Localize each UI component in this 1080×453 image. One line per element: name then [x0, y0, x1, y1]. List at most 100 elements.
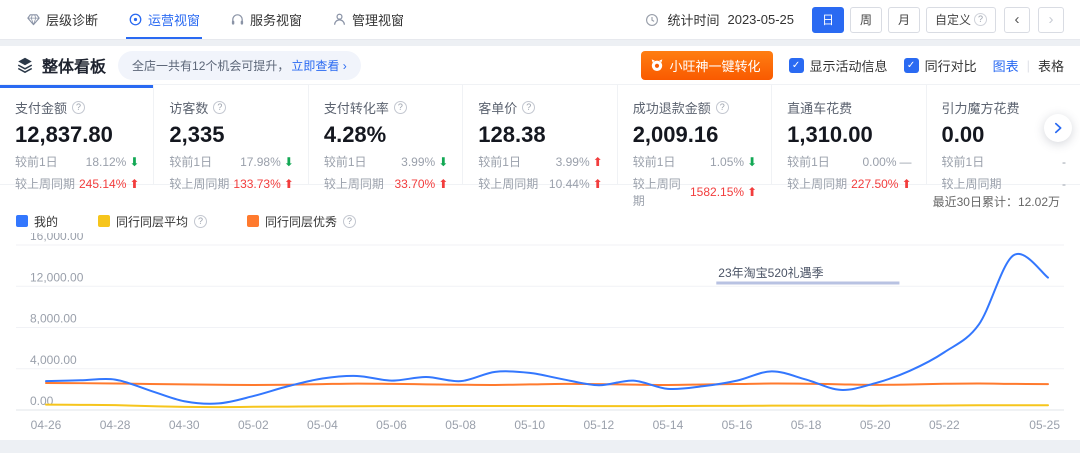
period-button-label: 周 [859, 13, 872, 27]
metric-card-直通车花费[interactable]: 直通车花费 1,310.00 较前1日 0.00% — 较上周同期 227.50% ⬆ [772, 85, 927, 191]
compare-value: 245.14% ⬆ [79, 177, 139, 191]
compare-percent: 3.99% [555, 154, 590, 169]
compare-label: 较上周同期 [632, 177, 681, 208]
period-button-日[interactable]: 日 [811, 6, 844, 33]
legend-item-同行同层平均[interactable]: 同行同层平均? [98, 213, 208, 230]
period-button-月[interactable]: 月 [887, 6, 920, 33]
opportunity-link[interactable]: 立即查看 › [291, 58, 347, 73]
checkbox-checked-icon: ✓ [788, 57, 804, 73]
svg-text:04-30: 04-30 [169, 418, 200, 432]
period-button-自定义[interactable]: 自定义? [925, 6, 996, 33]
legend-label: 我的 [34, 214, 59, 229]
compare-label: 较上周同期 [323, 177, 384, 191]
peer-compare-checkbox[interactable]: ✓ 同行对比 [903, 56, 977, 75]
metric-compare-row: 较上周同期 10.44% ⬆ [478, 175, 616, 192]
metric-value: 0.00 [941, 122, 985, 147]
trend-up-icon: ⬆ [592, 176, 603, 191]
compare-percent: 133.73% [233, 176, 281, 191]
metric-card-引力魔方花费[interactable]: 引力魔方花费 0.00 较前1日 - 较上周同期 - [927, 85, 1080, 191]
prev-date-button[interactable]: ‹ [1004, 6, 1030, 33]
compare-value: 18.12% ⬇ [86, 155, 140, 169]
legend-swatch [98, 215, 111, 227]
activity-info-checkbox[interactable]: ✓ 显示活动信息 [788, 56, 888, 75]
trend-chart: 0.00 4,000.00 8,000.00 12,000.00 16,000.00 04… [0, 229, 1080, 445]
metric-title: 支付金额? [15, 98, 153, 117]
metric-compare-row: 较上周同期 245.14% ⬆ [15, 175, 153, 192]
line-chart-svg: 0.00 4,000.00 8,000.00 12,000.00 16,000.00 04… [16, 229, 1064, 432]
nav-right: 统计时间 2023-05-25 日 周 月 自定义? ‹ › [645, 6, 1064, 33]
trend-flat-icon: — [899, 154, 912, 169]
metric-title-text: 支付转化率 [323, 101, 389, 116]
compare-percent: 18.12% [85, 154, 127, 169]
metric-compare-row: 较前1日 3.99% ⬆ [478, 153, 616, 170]
compare-value: 3.99% ⬆ [556, 155, 603, 169]
compare-percent: 10.44% [548, 176, 590, 191]
legend-item-我的[interactable]: 我的 [16, 213, 58, 230]
view-table-toggle[interactable]: 表格 [1037, 58, 1064, 74]
cards-next-button[interactable] [1044, 114, 1072, 142]
compare-value: 17.98% ⬇ [240, 155, 294, 169]
metric-card-客单价[interactable]: 客单价? 128.38 较前1日 3.99% ⬆ 较上周同期 10.44% ⬆ [463, 85, 618, 191]
compare-percent: 227.50% [851, 176, 899, 191]
metric-value: 128.38 [478, 122, 546, 147]
metric-card-支付金额[interactable]: 支付金额? 12,837.80 较前1日 18.12% ⬇ 较上周同期 245.14% ⬆ [0, 85, 155, 191]
legend-item-同行同层优秀[interactable]: 同行同层优秀? [247, 213, 357, 230]
compare-percent: 33.70% [394, 176, 436, 191]
svg-text:04-26: 04-26 [31, 418, 62, 432]
svg-text:05-18: 05-18 [791, 418, 822, 432]
divider: | [1026, 57, 1030, 73]
checkbox-checked-icon: ✓ [903, 57, 919, 73]
trend-down-icon: ⬇ [747, 154, 758, 169]
view-chart-toggle[interactable]: 图表 [992, 58, 1019, 74]
metric-title: 引力魔方花费 [942, 98, 1080, 117]
metric-card-访客数[interactable]: 访客数? 2,335 较前1日 17.98% ⬇ 较上周同期 133.73% ⬆ [154, 85, 309, 191]
help-icon: ? [393, 101, 407, 114]
stat-time-value: 2023-05-25 [727, 12, 794, 27]
period-button-周[interactable]: 周 [849, 6, 882, 33]
compare-percent: - [1061, 176, 1066, 191]
metric-value: 4.28% [323, 122, 387, 147]
nav-tab-运营视窗[interactable]: 运营视窗 [126, 0, 203, 39]
svg-text:05-12: 05-12 [583, 418, 614, 432]
metric-card-成功退款金额[interactable]: 成功退款金额? 2,009.16 较前1日 1.05% ⬇ 较上周同期 1582.15% ⬆ [618, 85, 773, 208]
compare-label: 较上周同期 [169, 177, 230, 191]
trend-up-icon: ⬆ [129, 176, 140, 191]
opportunity-text: 全店一共有12个机会可提升， [132, 58, 290, 73]
metric-value: 2,335 [169, 122, 225, 147]
compare-label: 较前1日 [478, 155, 521, 169]
nav-tab-管理视窗[interactable]: 管理视窗 [332, 0, 404, 39]
chart-legend: 我的 同行同层平均? 同行同层优秀? [0, 209, 1080, 231]
metric-compare-row: 较前1日 17.98% ⬇ [169, 153, 307, 170]
svg-text:05-14: 05-14 [653, 418, 684, 432]
metric-title: 支付转化率? [324, 98, 462, 117]
mascot-icon [649, 57, 665, 73]
compare-percent: 17.98% [240, 154, 281, 169]
metric-title-text: 支付金额 [15, 101, 68, 116]
nav-tab-服务视窗[interactable]: 服务视窗 [230, 0, 302, 39]
trend-up-icon: ⬆ [592, 154, 603, 169]
svg-text:05-04: 05-04 [307, 418, 338, 432]
compare-value: 10.44% ⬆ [549, 177, 603, 191]
svg-text:05-20: 05-20 [860, 418, 891, 432]
next-date-button[interactable]: › [1038, 6, 1064, 33]
layers-icon [16, 56, 34, 74]
stat-time-label: 统计时间 [667, 13, 720, 28]
compare-value: 33.70% ⬆ [395, 177, 449, 191]
metric-compare-row: 较上周同期 133.73% ⬆ [169, 175, 307, 192]
legend-swatch [247, 215, 260, 227]
help-icon: ? [715, 101, 729, 114]
compare-percent: 0.00% [862, 154, 897, 169]
metric-title-text: 引力魔方花费 [941, 101, 1020, 116]
nav-tab-层级诊断[interactable]: 层级诊断 [26, 0, 98, 39]
page-title: 整体看板 [42, 59, 107, 76]
convert-button[interactable]: 小旺神一键转化 [640, 50, 773, 80]
chart-summary: 最近30日累计：12.02万 [932, 195, 1060, 209]
metric-compare-row: 较上周同期 227.50% ⬆ [787, 175, 925, 192]
metric-title-text: 客单价 [478, 101, 518, 116]
panel-header: 整体看板 全店一共有12个机会可提升， 立即查看 › 小旺神一键转化 ✓ 显示活… [0, 46, 1080, 84]
help-icon: ? [522, 101, 536, 114]
svg-text:05-02: 05-02 [238, 418, 269, 432]
metric-cards: 支付金额? 12,837.80 较前1日 18.12% ⬇ 较上周同期 245.14% ⬆ 访客… [0, 84, 1080, 208]
metric-card-支付转化率[interactable]: 支付转化率? 4.28% 较前1日 3.99% ⬇ 较上周同期 33.70% ⬆ [309, 85, 464, 191]
svg-text:05-08: 05-08 [445, 418, 476, 432]
